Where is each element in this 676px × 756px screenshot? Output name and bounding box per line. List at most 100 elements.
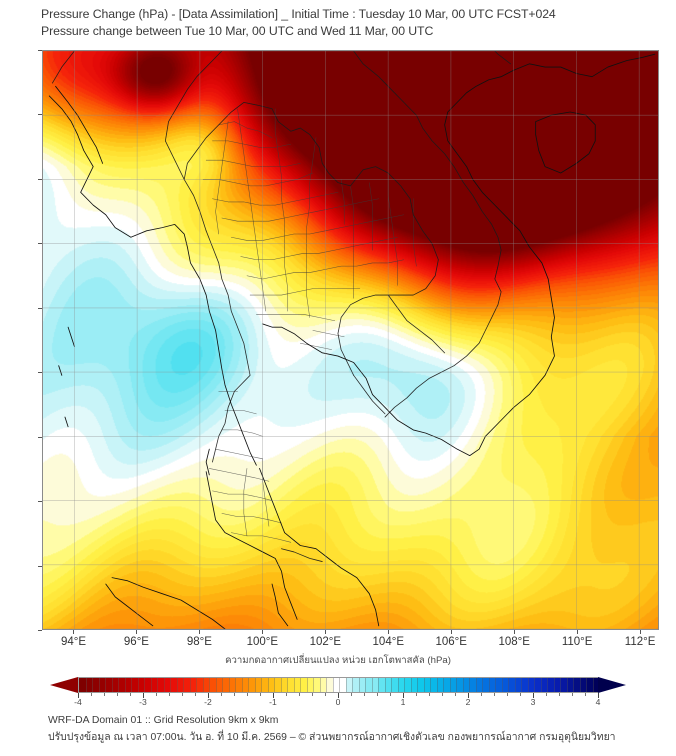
- colorbar-cell: [436, 678, 444, 692]
- colorbar-cell: [228, 678, 236, 692]
- colorbar-band-separator: [508, 678, 509, 692]
- colorbar-minor-tick: [429, 693, 430, 696]
- colorbar-tick-label-1: 1: [400, 697, 406, 707]
- colorbar-band-separator: [371, 678, 372, 692]
- colorbar-cell: [397, 678, 405, 692]
- colorbar-cell: [241, 678, 249, 692]
- colorbar-major-tick: [208, 693, 209, 698]
- colorbar-cell: [131, 678, 138, 692]
- colorbar-major-tick: [468, 693, 469, 698]
- xtick-mark: [640, 630, 642, 634]
- colorbar-band-separator: [573, 678, 574, 692]
- colorbar-band-separator: [131, 678, 132, 692]
- xtick-mark: [73, 630, 75, 634]
- colorbar-cell: [566, 678, 574, 692]
- colorbar-minor-tick: [169, 693, 170, 696]
- colorbar-cell: [261, 678, 268, 692]
- colorbar-band-separator: [436, 678, 437, 692]
- colorbar-minor-tick: [312, 693, 313, 696]
- colorbar-band-separator: [443, 678, 444, 692]
- colorbar-band-separator: [358, 678, 359, 692]
- colorbar-cell: [274, 678, 281, 692]
- colorbar-band-separator: [235, 678, 236, 692]
- colorbar-band-separator: [469, 678, 470, 692]
- colorbar-minor-tick: [260, 693, 261, 696]
- colorbar-cell: [170, 678, 177, 692]
- map-plot-area[interactable]: [42, 50, 659, 630]
- colorbar-minor-tick: [559, 693, 560, 696]
- colorbar-cell: [456, 678, 463, 692]
- colorbar-minor-tick: [507, 693, 508, 696]
- colorbar-cell: [248, 678, 255, 692]
- colorbar-cell: [553, 678, 561, 692]
- xtick-label-98°E: 98°E: [186, 636, 212, 648]
- colorbar-cell: [391, 678, 398, 692]
- xtick-mark: [514, 630, 516, 634]
- colorbar-cell: [313, 678, 320, 692]
- colorbar-minor-tick: [585, 693, 586, 696]
- colorbar-band-separator: [391, 678, 392, 692]
- colorbar-cell: [183, 678, 190, 692]
- colorbar-minor-tick: [364, 693, 365, 696]
- colorbar-minor-tick: [455, 693, 456, 696]
- colorbar-band-separator: [553, 678, 554, 692]
- colorbar-minor-tick: [182, 693, 183, 696]
- colorbar-cell: [371, 678, 379, 692]
- page-title: Pressure Change (hPa) - [Data Assimilati…: [41, 7, 556, 21]
- colorbar-minor-tick: [494, 693, 495, 696]
- colorbar-band-separator: [326, 678, 327, 692]
- colorbar-cell: [514, 678, 522, 692]
- colorbar-minor-tick: [572, 693, 573, 696]
- colorbar-band-separator: [300, 678, 301, 692]
- colorbar-band-separator: [202, 678, 203, 692]
- xtick-label-94°E: 94°E: [60, 636, 86, 648]
- colorbar-cell: [579, 678, 587, 692]
- colorbar-minor-tick: [546, 693, 547, 696]
- colorbar-cell: [235, 678, 242, 692]
- colorbar-minor-tick: [299, 693, 300, 696]
- colorbar-band-separator: [560, 678, 561, 692]
- colorbar-band-separator: [189, 678, 190, 692]
- colorbar-cell: [449, 678, 457, 692]
- colorbar-band-separator: [157, 678, 158, 692]
- colorbar-band-separator: [404, 678, 405, 692]
- colorbar-major-tick: [598, 693, 599, 698]
- colorbar-band-separator: [352, 678, 353, 692]
- xtick-label-112°E: 112°E: [624, 636, 656, 648]
- colorbar-cell: [475, 678, 483, 692]
- colorbar-cell: [150, 678, 158, 692]
- colorbar-cell: [482, 678, 489, 692]
- colorbar-minor-tick: [156, 693, 157, 696]
- colorbar-cell: [345, 678, 353, 692]
- colorbar-band-separator: [313, 678, 314, 692]
- colorbar-cell: [163, 678, 171, 692]
- colorbar-band-separator: [222, 678, 223, 692]
- colorbar-cell: [124, 678, 132, 692]
- colorbar-band-separator: [365, 678, 366, 692]
- colorbar-minor-tick: [325, 693, 326, 696]
- colorbar-cell: [495, 678, 502, 692]
- xtick-mark: [577, 630, 579, 634]
- xtick-label-108°E: 108°E: [498, 636, 530, 648]
- colorbar-cell: [144, 678, 151, 692]
- colorbar[interactable]: -4 -3 -2 -1 0 1 2 3 4: [50, 675, 626, 707]
- colorbar-major-tick: [338, 693, 339, 698]
- colorbar-band-separator: [287, 678, 288, 692]
- colorbar-band-separator: [98, 678, 99, 692]
- colorbar-band-separator: [423, 678, 424, 692]
- colorbar-band-separator: [319, 678, 320, 692]
- colorbar-minor-tick: [221, 693, 222, 696]
- colorbar-band-separator: [176, 678, 177, 692]
- colorbar-gradient: [78, 677, 600, 693]
- colorbar-band-separator: [384, 678, 385, 692]
- xtick-label-110°E: 110°E: [561, 636, 593, 648]
- colorbar-band-separator: [514, 678, 515, 692]
- colorbar-cell: [586, 678, 593, 692]
- colorbar-band-separator: [488, 678, 489, 692]
- colorbar-cell: [189, 678, 197, 692]
- colorbar-band-separator: [274, 678, 275, 692]
- xtick-mark: [199, 630, 201, 634]
- colorbar-cell: [79, 678, 86, 692]
- xtick-mark: [262, 630, 264, 634]
- xtick-label-102°E: 102°E: [309, 636, 342, 648]
